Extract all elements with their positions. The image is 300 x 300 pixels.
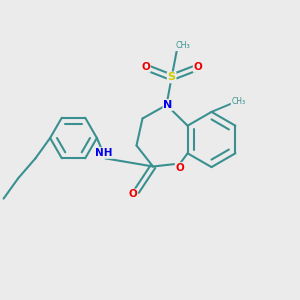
Text: O: O [176,163,184,173]
Text: O: O [128,189,137,200]
Text: S: S [168,72,176,82]
Text: O: O [141,62,150,72]
Text: N: N [164,100,172,110]
Text: O: O [194,62,202,72]
Text: CH₃: CH₃ [175,41,190,50]
Text: CH₃: CH₃ [231,97,246,106]
Text: NH: NH [95,148,113,158]
